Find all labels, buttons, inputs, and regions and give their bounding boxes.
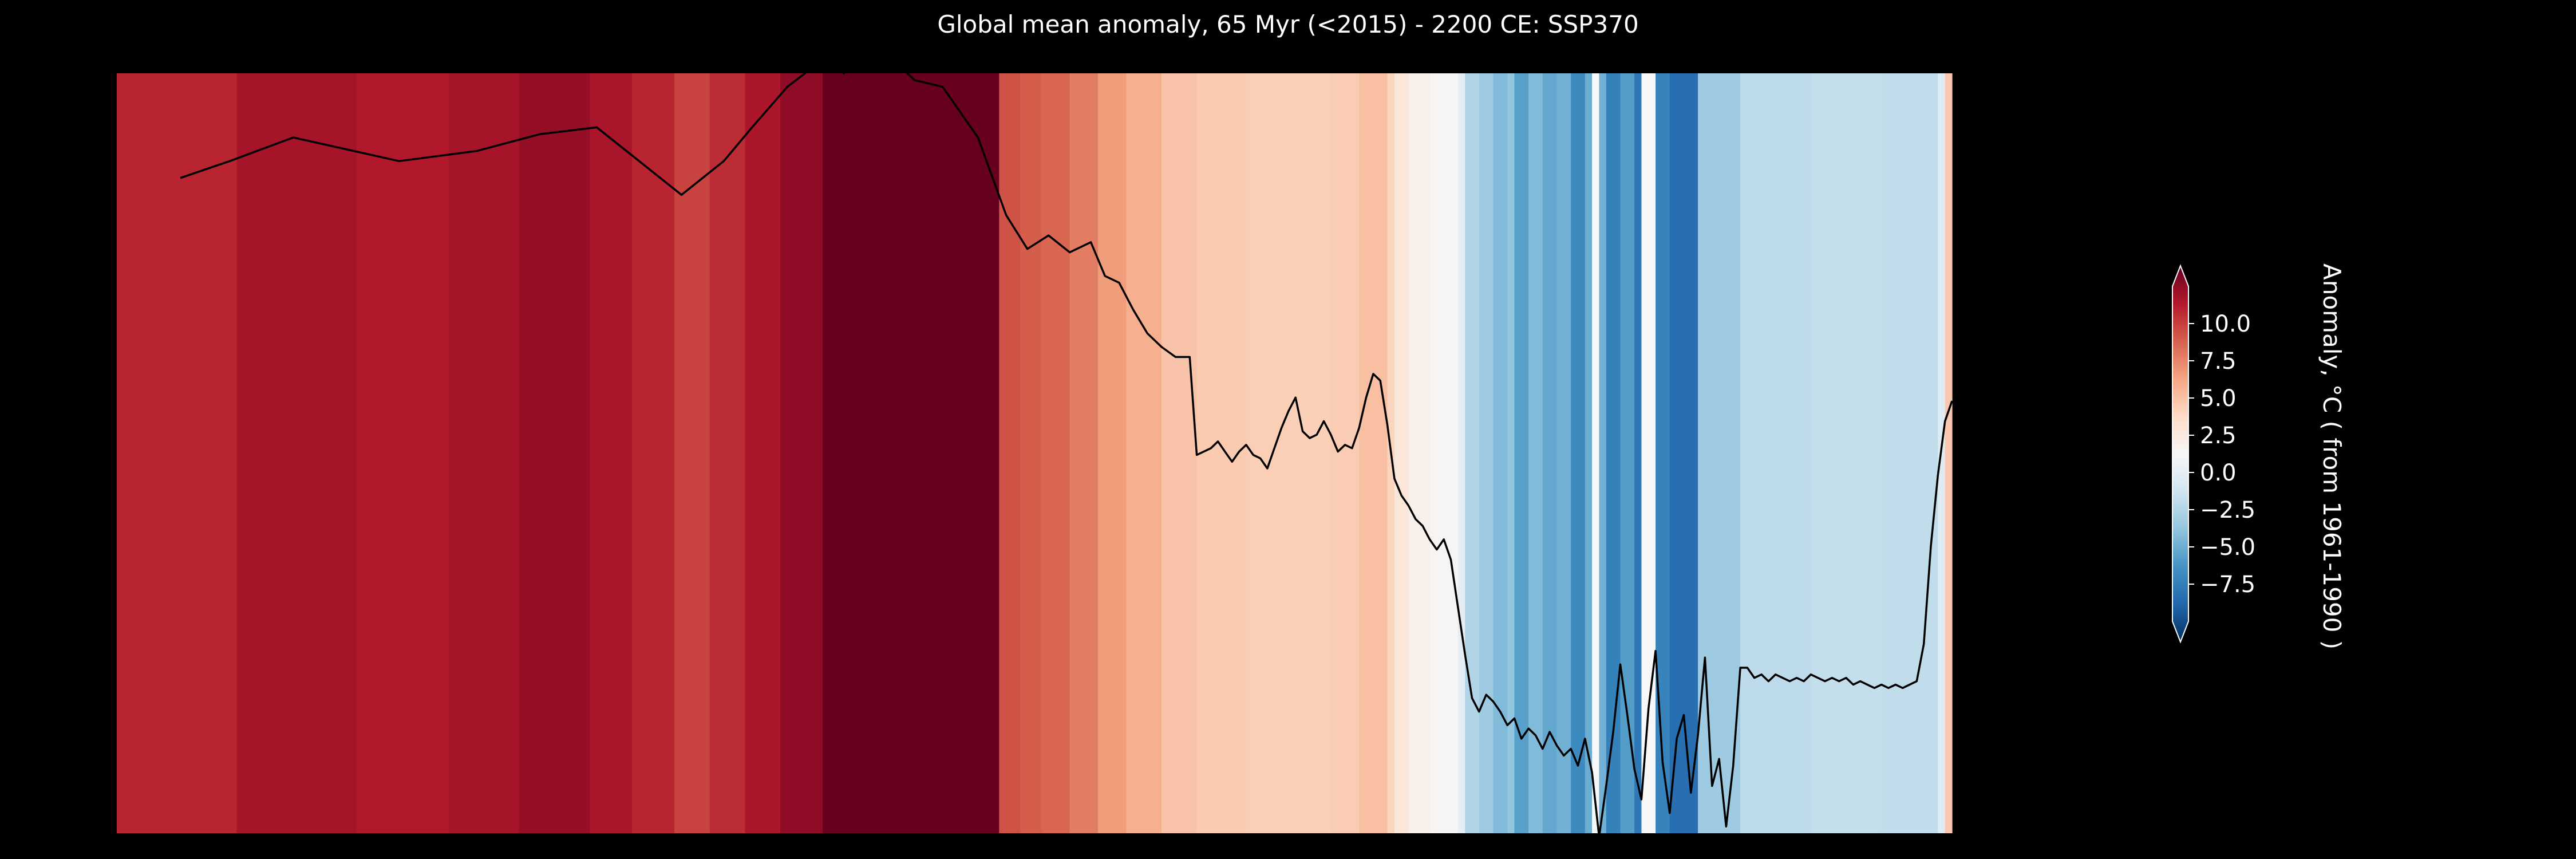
- chart-title: Global mean anomaly, 65 Myr (<2015) - 22…: [937, 10, 1639, 38]
- stripe: [1457, 73, 1465, 833]
- stripe: [1330, 73, 1360, 833]
- stripe: [1429, 73, 1459, 833]
- stripe: [1465, 73, 1480, 833]
- stripe: [1161, 73, 1198, 833]
- stripe: [1698, 73, 1741, 833]
- stripe: [1020, 73, 1042, 833]
- stripe: [1669, 73, 1698, 833]
- stripe: [1493, 73, 1508, 833]
- stripe: [1556, 73, 1571, 833]
- stripe: [1514, 73, 1529, 833]
- stripe: [1069, 73, 1099, 833]
- stripe: [1656, 73, 1670, 833]
- colorbar-tick-label: 0.0: [2200, 460, 2237, 486]
- stripe: [1571, 73, 1586, 833]
- stripe: [709, 73, 746, 833]
- colorbar: −7.5 −5.0 −2.5 0.0 2.5 5.0 7.5 10.0: [2172, 264, 2255, 644]
- colorbar-tick-label: 10.0: [2200, 311, 2251, 337]
- colorbar-tick-label: 2.5: [2200, 423, 2237, 449]
- stripe: [1620, 73, 1635, 833]
- stripe: [1599, 73, 1607, 833]
- stripe: [999, 73, 1021, 833]
- stripe: [236, 73, 357, 833]
- stripe: [1811, 73, 1882, 833]
- stripe: [1881, 73, 1938, 833]
- stripe: [590, 73, 633, 833]
- stripe: [1740, 73, 1811, 833]
- colorbar-tick-label: −5.0: [2200, 534, 2255, 561]
- stripe: [893, 73, 999, 833]
- colorbar-ticks: −7.5 −5.0 −2.5 0.0 2.5 5.0 7.5 10.0: [2188, 311, 2255, 598]
- stripe: [448, 73, 520, 833]
- anomaly-line: [180, 52, 1953, 838]
- stripe: [1097, 73, 1127, 833]
- stripe: [1126, 73, 1162, 833]
- stripe: [1408, 73, 1431, 833]
- stripe: [1945, 73, 1953, 833]
- stripe: [1634, 73, 1642, 833]
- stripe: [1288, 73, 1332, 833]
- stripe: [1394, 73, 1409, 833]
- line-layer: [180, 52, 1953, 838]
- stripe: [519, 73, 590, 833]
- stripe: [1542, 73, 1558, 833]
- stripe: [745, 73, 781, 833]
- stripe: [1606, 73, 1621, 833]
- stripe: [632, 73, 675, 833]
- colorbar-tick-label: 7.5: [2200, 348, 2237, 375]
- stripe: [780, 73, 823, 833]
- stripe: [823, 73, 894, 833]
- stripes-layer: [117, 73, 1953, 833]
- stripe: [1592, 73, 1600, 833]
- colorbar-tick-label: −2.5: [2200, 497, 2255, 523]
- stripe: [357, 73, 449, 833]
- stripe: [1507, 73, 1515, 833]
- stripe: [1359, 73, 1388, 833]
- colorbar-tick-label: 5.0: [2200, 385, 2237, 412]
- colorbar-label: Anomaly, °C ( from 1961-1990 ): [2318, 263, 2346, 650]
- stripe: [1041, 73, 1070, 833]
- stripe: [117, 73, 238, 833]
- stripe: [1641, 73, 1656, 833]
- colorbar-tick-label: −7.5: [2200, 572, 2255, 598]
- stripe: [674, 73, 710, 833]
- colorbar-body: [2172, 264, 2189, 644]
- stripe: [1479, 73, 1494, 833]
- stripe: [1585, 73, 1593, 833]
- stripe: [1528, 73, 1543, 833]
